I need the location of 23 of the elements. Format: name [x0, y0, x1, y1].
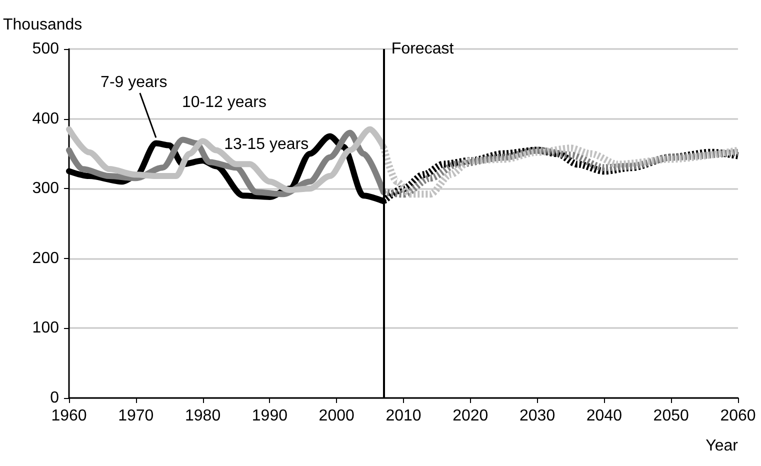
y-tick-label: 300: [32, 180, 60, 198]
y-tick-label: 400: [32, 110, 60, 128]
y-tick-label: 0: [50, 390, 60, 406]
x-tick-label: 2000: [318, 408, 354, 424]
y-axis-title: Thousands: [3, 16, 82, 34]
x-tick-label: 2010: [386, 408, 422, 424]
x-tick-label: 1960: [51, 408, 87, 424]
y-tick-label: 100: [32, 320, 60, 337]
y-tick-label: 500: [32, 40, 60, 58]
x-axis-title: Year: [706, 438, 739, 454]
x-tick-label: 1990: [252, 408, 288, 424]
series-label: 10-12 years: [182, 94, 266, 112]
x-tick-label: 2020: [452, 408, 488, 424]
x-tick-label: 2040: [586, 408, 622, 424]
x-tick-label: 2030: [520, 408, 556, 424]
series-label: 13-15 years: [224, 136, 309, 154]
y-tick-label: 200: [32, 250, 60, 267]
text: 7-9 years: [100, 74, 168, 92]
x-tick-label: 1980: [185, 408, 221, 424]
x-tick-label: 1970: [118, 408, 154, 424]
ref-line-label: Forecast: [391, 40, 454, 58]
x-tick-label: 2060: [720, 408, 756, 424]
x-tick-label: 2050: [653, 408, 689, 424]
